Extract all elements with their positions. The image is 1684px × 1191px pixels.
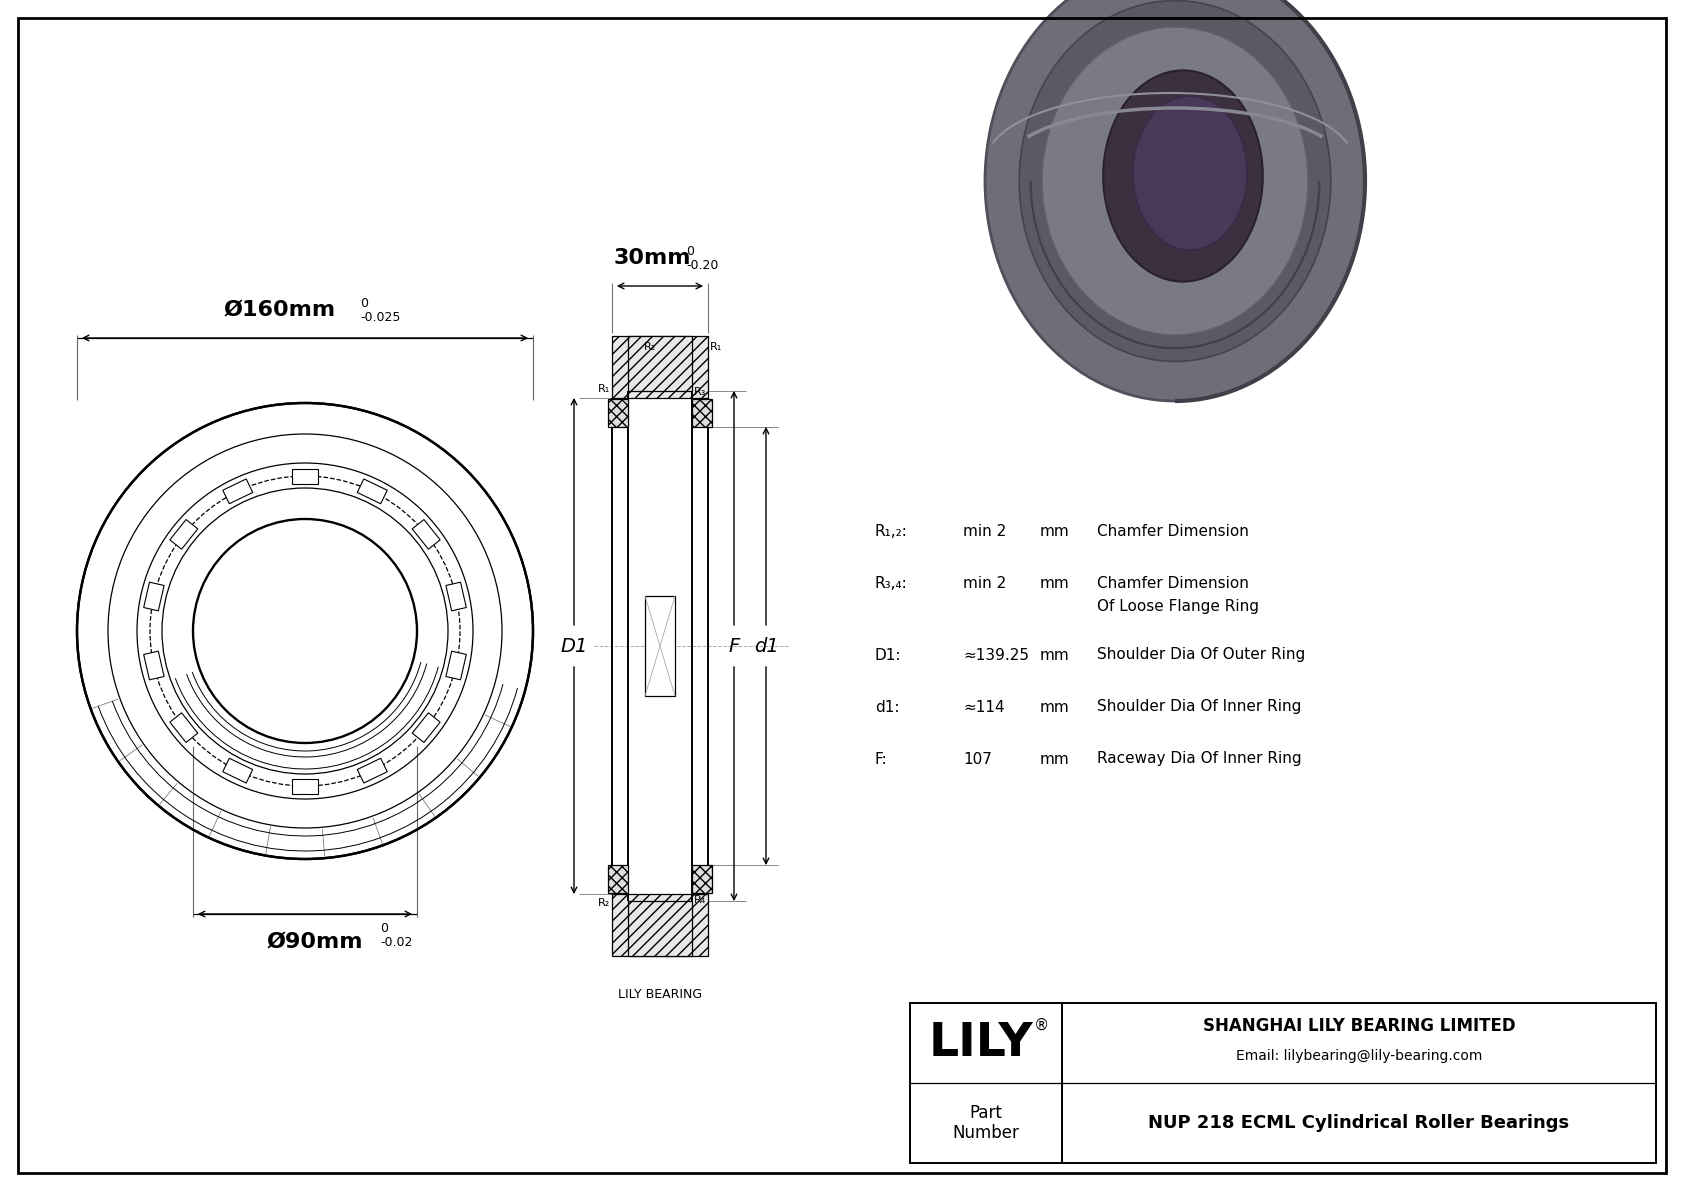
Bar: [413, 519, 440, 549]
Ellipse shape: [1019, 1, 1330, 361]
Text: Part
Number: Part Number: [953, 1104, 1019, 1142]
Text: Shoulder Dia Of Inner Ring: Shoulder Dia Of Inner Ring: [1096, 699, 1302, 715]
Bar: [446, 651, 466, 680]
Text: SHANGHAI LILY BEARING LIMITED: SHANGHAI LILY BEARING LIMITED: [1202, 1017, 1516, 1035]
Text: R₁,₂:: R₁,₂:: [876, 524, 908, 538]
Ellipse shape: [1042, 27, 1308, 335]
Bar: [413, 712, 440, 742]
Text: D1:: D1:: [876, 648, 901, 662]
Bar: [608, 865, 628, 893]
Bar: [692, 865, 712, 893]
Text: -0.02: -0.02: [381, 936, 413, 949]
Text: R₁: R₁: [711, 342, 722, 353]
Bar: [357, 479, 387, 504]
Text: 107: 107: [963, 752, 992, 767]
Text: Raceway Dia Of Inner Ring: Raceway Dia Of Inner Ring: [1096, 752, 1302, 767]
Text: mm: mm: [1041, 699, 1069, 715]
Text: Of Loose Flange Ring: Of Loose Flange Ring: [1096, 599, 1260, 615]
Text: min 2: min 2: [963, 575, 1007, 591]
Text: d1:: d1:: [876, 699, 899, 715]
Text: R₂: R₂: [643, 342, 657, 353]
Text: 30mm: 30mm: [613, 248, 690, 268]
Circle shape: [77, 403, 534, 859]
Text: ≈139.25: ≈139.25: [963, 648, 1029, 662]
Text: LILY BEARING: LILY BEARING: [618, 989, 702, 1000]
Bar: [170, 712, 197, 742]
Bar: [909, 1003, 1655, 1162]
Text: Shoulder Dia Of Outer Ring: Shoulder Dia Of Outer Ring: [1096, 648, 1305, 662]
Text: F:: F:: [876, 752, 887, 767]
Ellipse shape: [1133, 96, 1246, 250]
Text: 0: 0: [685, 245, 694, 258]
Bar: [222, 479, 253, 504]
Text: R₃,₄:: R₃,₄:: [876, 575, 908, 591]
Bar: [628, 336, 692, 391]
Bar: [645, 596, 675, 696]
Bar: [291, 779, 318, 793]
Text: LILY: LILY: [928, 1021, 1034, 1066]
Text: R₂: R₂: [598, 898, 610, 908]
Text: min 2: min 2: [963, 524, 1007, 538]
Text: Ø90mm: Ø90mm: [266, 933, 364, 952]
Bar: [608, 399, 628, 428]
Text: ≈114: ≈114: [963, 699, 1005, 715]
Text: F: F: [729, 636, 739, 655]
Bar: [611, 336, 707, 398]
Text: 0: 0: [360, 297, 369, 310]
Bar: [446, 582, 466, 611]
Text: NUP 218 ECML Cylindrical Roller Bearings: NUP 218 ECML Cylindrical Roller Bearings: [1148, 1114, 1569, 1131]
Bar: [143, 651, 163, 680]
Bar: [357, 759, 387, 782]
Bar: [170, 519, 197, 549]
Text: -0.20: -0.20: [685, 258, 719, 272]
Text: R₃: R₃: [694, 387, 706, 397]
Text: Chamfer Dimension: Chamfer Dimension: [1096, 524, 1250, 538]
Text: Ø160mm: Ø160mm: [224, 300, 337, 320]
Text: Email: lilybearing@lily-bearing.com: Email: lilybearing@lily-bearing.com: [1236, 1049, 1482, 1064]
Text: 0: 0: [381, 922, 387, 935]
Text: mm: mm: [1041, 575, 1069, 591]
Text: R₄: R₄: [694, 894, 706, 905]
Bar: [628, 902, 692, 956]
Text: mm: mm: [1041, 648, 1069, 662]
Text: D1: D1: [561, 636, 588, 655]
Ellipse shape: [1014, 100, 1337, 342]
Bar: [222, 759, 253, 782]
Bar: [143, 582, 163, 611]
Text: mm: mm: [1041, 524, 1069, 538]
Text: Chamfer Dimension: Chamfer Dimension: [1096, 575, 1250, 591]
Text: ®: ®: [1034, 1017, 1049, 1033]
Bar: [611, 894, 707, 956]
Ellipse shape: [1103, 70, 1263, 281]
Text: mm: mm: [1041, 752, 1069, 767]
Text: -0.025: -0.025: [360, 311, 401, 324]
Ellipse shape: [985, 0, 1366, 401]
Bar: [291, 468, 318, 484]
Text: d1: d1: [754, 636, 778, 655]
Text: R₁: R₁: [598, 384, 610, 394]
Bar: [692, 399, 712, 428]
